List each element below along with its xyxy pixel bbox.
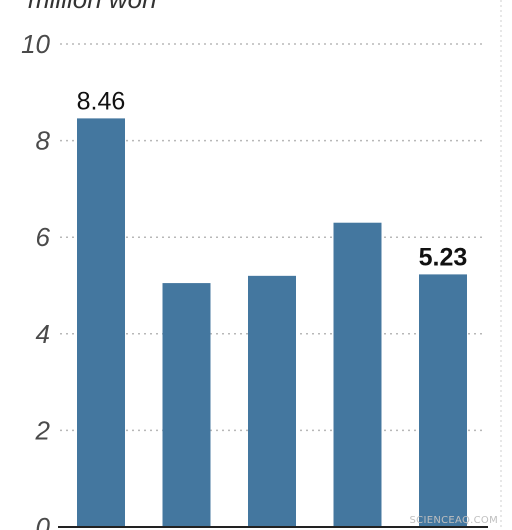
y-tick-label: 10 (21, 29, 50, 59)
bars (77, 118, 467, 528)
y-tick-label: 8 (36, 126, 51, 156)
bar (77, 118, 125, 528)
y-tick-labels: 0 2 4 6 8 10 (21, 29, 50, 530)
y-tick-label: 6 (36, 222, 51, 252)
bar (333, 222, 382, 527)
y-tick-label: 2 (35, 415, 51, 445)
watermark-text: SCIENCEAQ.COM (409, 515, 498, 526)
bar (162, 283, 211, 527)
bar-data-label: 5.23 (419, 243, 468, 271)
bar (419, 274, 467, 527)
y-tick-label: 0 (36, 512, 51, 530)
y-unit-label: million won (28, 0, 157, 14)
bar-data-label: 8.46 (77, 87, 126, 115)
data-labels: 8.46 5.23 (77, 87, 468, 271)
gridlines (60, 43, 486, 432)
y-tick-label: 4 (36, 319, 50, 349)
bar (248, 275, 296, 527)
